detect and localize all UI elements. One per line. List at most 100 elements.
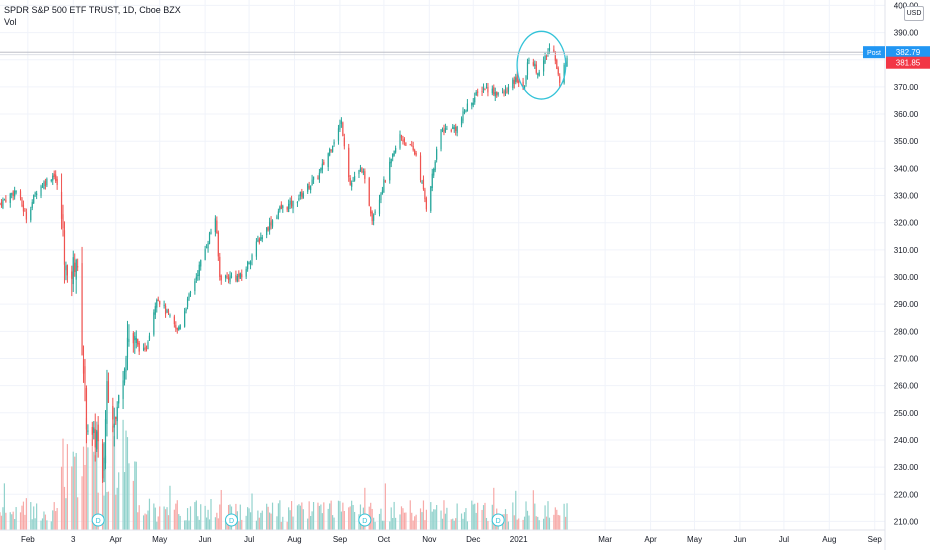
candle-body — [343, 137, 345, 147]
candle-body — [33, 194, 35, 204]
candle-body — [292, 200, 294, 209]
highlight-ellipse[interactable] — [516, 30, 567, 100]
candle-body — [471, 102, 473, 106]
candle-body — [138, 343, 140, 352]
y-tick-label: 230.00 — [894, 463, 919, 472]
y-tick-label: 240.00 — [894, 436, 919, 445]
volume-bar — [249, 512, 252, 530]
candle-body — [433, 169, 435, 176]
volume-bar — [71, 466, 73, 530]
volume-bar — [188, 520, 190, 530]
candle-body — [148, 335, 151, 340]
candle-body — [405, 142, 407, 146]
candle-body — [557, 68, 559, 75]
candle-body — [134, 335, 136, 341]
y-tick-label: 270.00 — [894, 354, 919, 363]
volume-bar — [333, 517, 335, 530]
volume-bar — [200, 504, 202, 530]
volume-bar — [50, 521, 52, 530]
candle-body — [137, 338, 139, 345]
candle-body — [472, 102, 474, 105]
volume-bar — [526, 510, 529, 530]
volume-bar — [532, 490, 534, 530]
volume-bar — [298, 504, 300, 530]
candle-body — [348, 147, 350, 178]
candle-body — [358, 170, 360, 175]
volume-bar — [251, 493, 253, 530]
volume-bar — [266, 503, 268, 530]
dividend-marker[interactable]: D — [491, 513, 505, 527]
candle-body — [452, 126, 454, 130]
volume-bar — [194, 502, 196, 530]
candle-body — [381, 190, 384, 195]
candle-body — [258, 238, 260, 243]
candle-body — [390, 158, 392, 164]
candle-body — [93, 427, 95, 434]
volume-bar — [258, 517, 260, 530]
y-tick-label: 280.00 — [894, 327, 919, 336]
volume-bar — [512, 502, 514, 530]
candle-body — [210, 231, 212, 235]
volume-bar — [198, 519, 200, 530]
candle-body — [547, 52, 549, 56]
volume-bar — [3, 483, 5, 530]
volume-bar — [504, 509, 507, 530]
volume-bar — [52, 510, 54, 530]
volume-bar — [547, 501, 549, 530]
volume-bar — [436, 505, 438, 530]
volume-bar — [460, 513, 463, 530]
x-tick-label: Jun — [733, 535, 746, 544]
volume-bar — [507, 521, 510, 530]
volume-bar — [142, 515, 145, 530]
candle-body — [389, 161, 391, 181]
candle-body — [337, 128, 340, 141]
candle-body — [0, 203, 1, 205]
candle-body — [0, 201, 3, 206]
volume-bar — [548, 517, 551, 530]
volume-bar — [14, 519, 16, 530]
volume-bar — [40, 520, 42, 530]
volume-bar — [516, 519, 518, 530]
candle-body — [142, 347, 145, 351]
candle-body — [9, 193, 11, 203]
dividend-marker[interactable]: D — [358, 513, 372, 527]
candle-body — [195, 276, 197, 280]
candle-body — [482, 86, 485, 91]
volume-bar — [371, 508, 373, 530]
volume-bar — [82, 446, 85, 530]
candle-body — [74, 262, 76, 272]
candle-body — [245, 269, 247, 277]
candle-body — [477, 91, 479, 93]
volume-bar — [0, 512, 1, 530]
volume-bar — [446, 507, 448, 530]
volume-bar — [288, 507, 290, 530]
volume-bar — [554, 507, 556, 530]
candle-body — [436, 149, 438, 160]
volume-bar — [299, 505, 301, 530]
candle-body — [84, 366, 86, 384]
volume-bar — [77, 497, 79, 530]
dividend-marker[interactable]: D — [91, 513, 105, 527]
candle-body — [85, 387, 88, 430]
candle-body — [103, 457, 105, 471]
candle-body — [320, 168, 322, 172]
volume-bar — [534, 503, 536, 530]
volume-bar — [444, 513, 447, 530]
volume-bar — [525, 501, 527, 530]
volume-bar — [74, 456, 76, 530]
candle-body — [368, 178, 370, 206]
volume-bar — [455, 518, 457, 530]
svg-text:D: D — [96, 518, 101, 525]
candle-body — [154, 306, 156, 315]
candle-body — [485, 86, 488, 88]
volume-bar — [167, 515, 170, 530]
currency-button[interactable]: USD — [904, 6, 924, 21]
volume-bar — [340, 511, 342, 530]
candle-body — [400, 135, 403, 138]
volume-bar — [484, 502, 486, 530]
candle-body — [55, 174, 57, 181]
dividend-marker[interactable]: D — [225, 513, 239, 527]
x-tick-label: Oct — [378, 535, 391, 544]
